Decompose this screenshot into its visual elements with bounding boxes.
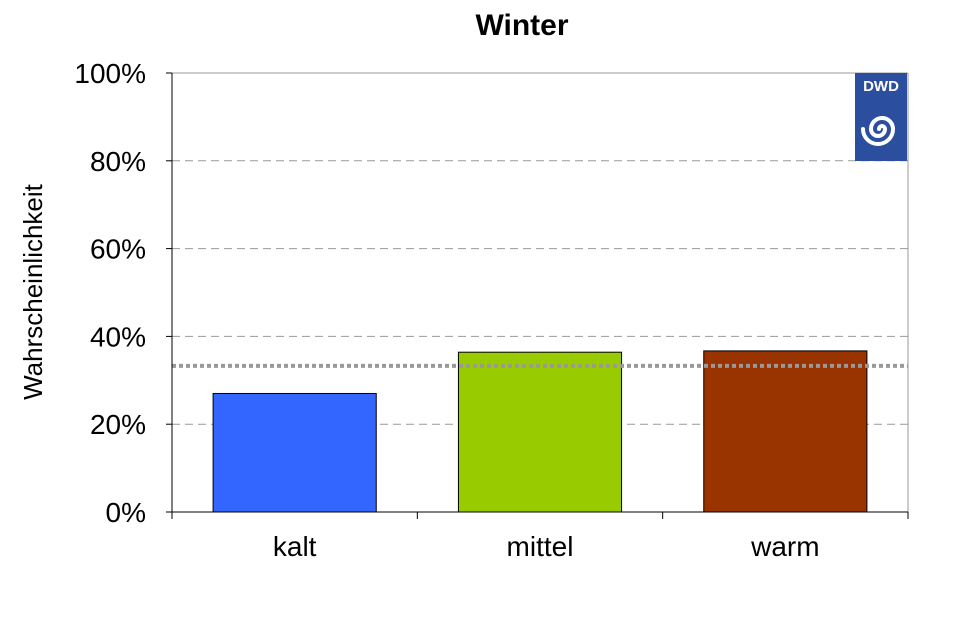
- x-tick-label: warm: [750, 531, 819, 562]
- y-tick-labels: 0% 20% 40% 60% 80% 100%: [74, 58, 146, 528]
- y-tick-label: 60%: [90, 234, 146, 265]
- y-tick-label: 80%: [90, 146, 146, 177]
- x-tick-labels: kalt mittel warm: [273, 531, 820, 562]
- y-tick-label: 40%: [90, 321, 146, 352]
- axes: [166, 72, 909, 519]
- bar-warm: [703, 350, 868, 513]
- bar-kalt: [212, 392, 377, 513]
- y-tick-label: 0%: [106, 497, 146, 528]
- gridlines: [172, 72, 909, 512]
- x-tick-label: kalt: [273, 531, 317, 562]
- y-tick-label: 100%: [74, 58, 146, 89]
- dwd-logo: DWD: [855, 73, 907, 161]
- y-tick-label: 20%: [90, 409, 146, 440]
- x-tick-label: mittel: [507, 531, 574, 562]
- bars: [212, 350, 868, 513]
- bar-mittel: [457, 351, 623, 513]
- y-axis-label: Wahrscheinlichkeit: [18, 183, 48, 400]
- dwd-logo-text: DWD: [863, 78, 899, 95]
- chart-title: Winter: [475, 9, 568, 42]
- dwd-swirl-icon: [861, 116, 896, 146]
